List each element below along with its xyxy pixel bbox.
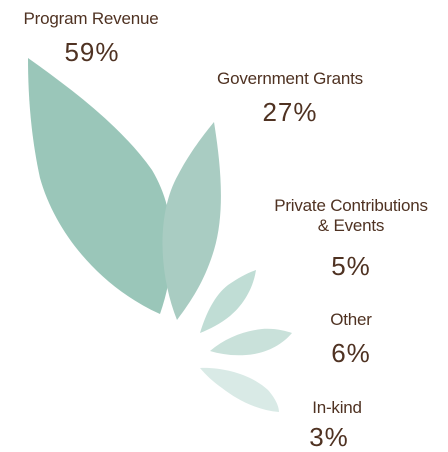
value-label-program-revenue: 59% [64,37,120,67]
value-label-other: 6% [331,338,371,368]
value-label-in-kind: 3% [309,422,349,452]
leaf-program-revenue [28,58,172,314]
leaf-in-kind [200,367,279,412]
leaf-private-contributions [200,270,256,333]
category-label-private-contributions: Private Contributions & Events [274,196,428,235]
category-label-government-grants: Government Grants [217,69,363,88]
leaf-other [210,328,292,356]
value-label-private-contributions: 5% [331,251,371,281]
leaf-government-grants [162,122,221,320]
category-label-program-revenue: Program Revenue [23,9,159,28]
value-label-government-grants: 27% [262,97,318,127]
category-label-other: Other [330,310,372,329]
category-label-in-kind: In-kind [312,398,362,417]
